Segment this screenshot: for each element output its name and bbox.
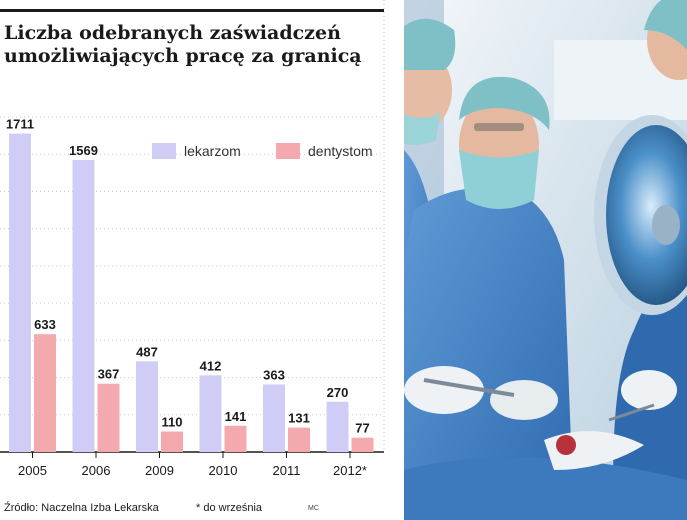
chart-title: Liczba odebranych zaświadczeń umożliwiaj… [4, 22, 384, 68]
data-label: 110 [162, 415, 183, 430]
data-label: 363 [263, 367, 285, 382]
x-tick-label: 2006 [82, 463, 111, 478]
bar-dentystom-2009 [161, 431, 183, 452]
legend-item-dentystom: dentystom [276, 141, 373, 161]
x-tick-label: 2005 [18, 463, 47, 478]
surgical-lamp [594, 115, 687, 315]
grid-lines [0, 0, 385, 453]
data-label: 487 [136, 344, 158, 359]
chart-title-line-2: umożliwiających pracę za granicą [4, 45, 362, 67]
data-label: 1569 [69, 143, 98, 158]
data-label: 141 [225, 409, 247, 424]
operating-table [404, 431, 687, 520]
legend-label-dentystom: dentystom [308, 143, 373, 159]
surgeons-photo-illustration [404, 0, 687, 520]
chart-footer: Źródło: Naczelna Izba Lekarska * do wrze… [0, 499, 400, 519]
chart-panel: Liczba odebranych zaświadczeń umożliwiaj… [0, 0, 400, 519]
source-note: Źródło: Naczelna Izba Lekarska [4, 502, 159, 514]
data-label: 412 [200, 358, 222, 373]
surgeon-center [404, 76, 574, 520]
bar-dentystom-2012 [351, 437, 374, 452]
bars [9, 133, 374, 452]
gloved-hands [404, 366, 677, 422]
x-tick-label: 2009 [145, 463, 174, 478]
category-ticks: 2005 2006 2009 2010 2011 2012* [18, 452, 367, 478]
legend-swatch-lekarzom [152, 143, 176, 159]
surgery-photo [404, 0, 687, 520]
data-label: 633 [34, 317, 56, 332]
value-labels: 1711 633 1569 367 487 110 412 141 363 131 270 77 [6, 117, 370, 436]
data-label: 270 [327, 385, 349, 400]
x-tick-label: 2010 [209, 463, 238, 478]
x-tick-label: 2011 [273, 463, 301, 478]
bar-chart: 1711 633 1569 367 487 110 412 141 363 131 270 77 20… [0, 0, 385, 478]
bar-lekarzom-2010 [199, 375, 222, 452]
footnote: * do września [196, 502, 263, 514]
legend-swatch-dentystom [276, 143, 300, 159]
top-rule [0, 9, 384, 12]
data-label: 1711 [6, 117, 34, 132]
data-label: 77 [355, 421, 369, 436]
surgeon-right [613, 0, 687, 520]
legend-item-lekarzom: lekarzom [152, 141, 241, 161]
bar-dentystom-2006 [97, 383, 120, 452]
chart-title-line-1: Liczba odebranych zaświadczeń [4, 22, 341, 44]
bar-dentystom-2011 [288, 427, 310, 452]
bar-lekarzom-2012 [326, 401, 349, 452]
bar-lekarzom-2006 [72, 159, 95, 452]
bar-lekarzom-2005 [9, 133, 31, 452]
x-tick-label: 2012* [333, 463, 367, 478]
bar-lekarzom-2011 [263, 384, 285, 452]
bar-dentystom-2010 [224, 425, 247, 452]
bar-dentystom-2005 [34, 334, 56, 452]
bar-lekarzom-2009 [136, 361, 158, 452]
author-tag: MC [308, 505, 319, 512]
legend-label-lekarzom: lekarzom [184, 143, 241, 159]
data-label: 131 [288, 411, 310, 426]
data-label: 367 [98, 367, 120, 382]
